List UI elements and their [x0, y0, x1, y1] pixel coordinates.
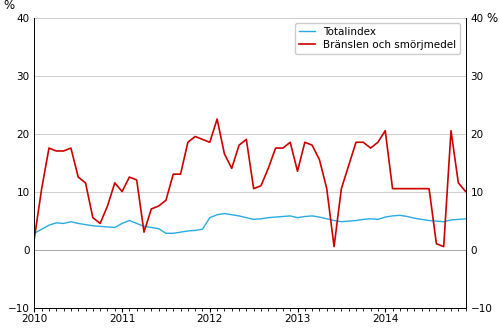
- Legend: Totalindex, Bränslen och smörjmedel: Totalindex, Bränslen och smörjmedel: [295, 23, 460, 54]
- Totalindex: [222, 212, 228, 215]
- Line: Bränslen och smörjmedel: Bränslen och smörjmedel: [34, 119, 500, 293]
- Totalindex: [134, 221, 140, 225]
- Bränslen och smörjmedel: [38, 187, 44, 191]
- Totalindex: [32, 231, 38, 235]
- Bränslen och smörjmedel: [331, 245, 337, 248]
- Y-axis label: %: %: [3, 0, 14, 12]
- Totalindex: [368, 217, 374, 221]
- Totalindex: [38, 227, 44, 231]
- Bränslen och smörjmedel: [368, 146, 374, 150]
- Bränslen och smörjmedel: [134, 178, 140, 182]
- Y-axis label: %: %: [486, 12, 497, 25]
- Totalindex: [331, 218, 337, 222]
- Bränslen och smörjmedel: [214, 117, 220, 121]
- Line: Totalindex: Totalindex: [34, 214, 500, 249]
- Bränslen och smörjmedel: [32, 236, 38, 240]
